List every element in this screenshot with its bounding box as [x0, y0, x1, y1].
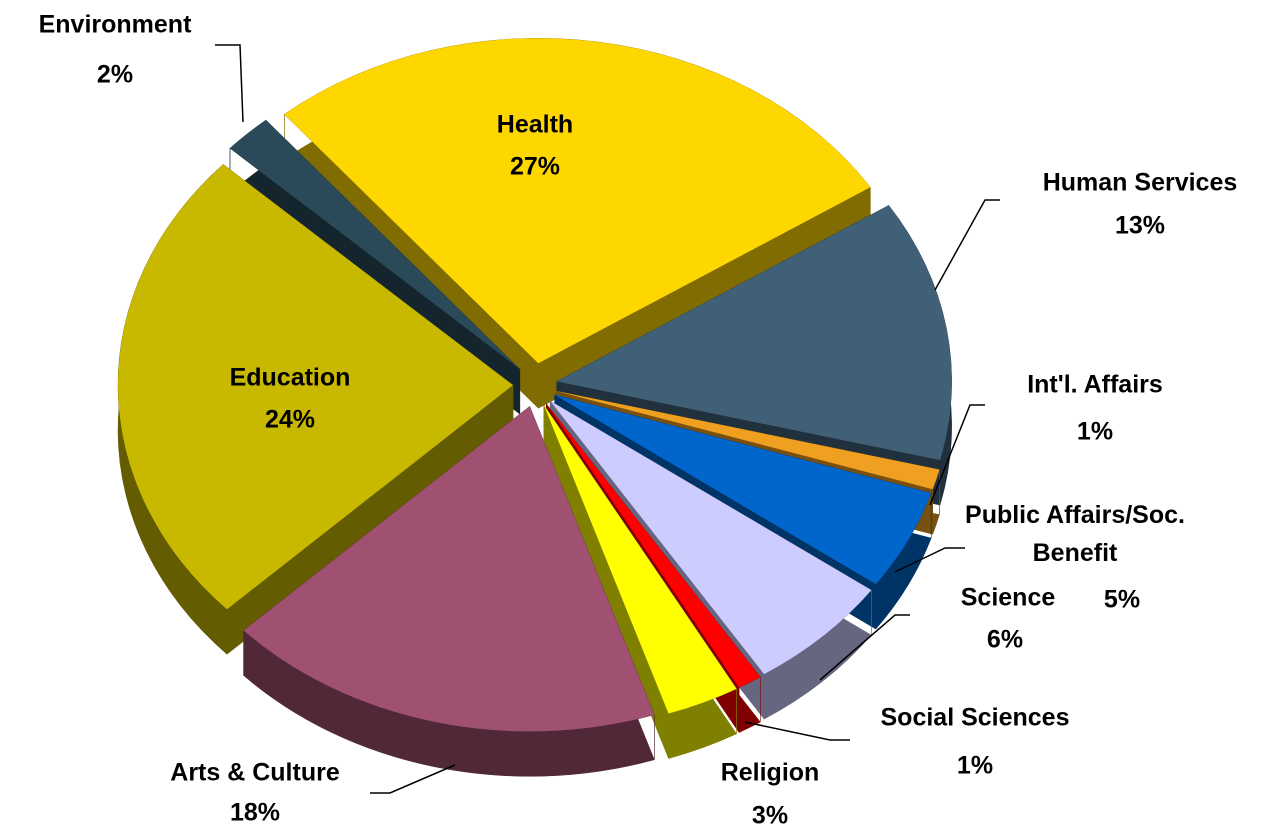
slice-label: Education: [229, 363, 351, 392]
value-label: 2%: [96, 60, 134, 89]
value-label: 5%: [1103, 585, 1141, 614]
leader-line: [370, 764, 456, 794]
slice: [546, 403, 761, 688]
leader-line: [744, 721, 850, 741]
slice: [243, 406, 655, 732]
slice-label: Arts & Culture: [170, 758, 340, 787]
slice: [118, 164, 514, 610]
leader-line: [934, 199, 1000, 291]
leader-line: [894, 547, 965, 573]
value-label: 24%: [264, 405, 316, 434]
value-label: 1%: [956, 751, 994, 780]
value-label: 27%: [509, 152, 561, 181]
slice: [230, 120, 520, 370]
slice-label: Social Sciences: [880, 703, 1070, 732]
leader-line: [929, 404, 985, 506]
slice: [543, 405, 737, 714]
slice: [284, 38, 871, 364]
slice-label: Human Services: [1042, 168, 1238, 197]
leader-line: [215, 44, 244, 123]
slice: [556, 390, 940, 490]
slice: [556, 205, 952, 461]
slice-label: Public Affairs/Soc. Benefit: [965, 501, 1185, 567]
slice-label: Science: [960, 583, 1056, 612]
value-label: 3%: [751, 801, 789, 830]
slice-label: Health: [496, 110, 574, 139]
slice-label: Religion: [720, 758, 820, 787]
slice: [554, 394, 932, 585]
value-label: 6%: [986, 625, 1024, 654]
slice-label: Int'l. Affairs: [1027, 370, 1163, 399]
slice: [550, 400, 872, 675]
value-label: 18%: [229, 798, 281, 827]
leader-line: [819, 614, 910, 681]
value-label: 1%: [1076, 417, 1114, 446]
value-label: 13%: [1114, 211, 1166, 240]
slice-label: Environment: [38, 10, 192, 39]
